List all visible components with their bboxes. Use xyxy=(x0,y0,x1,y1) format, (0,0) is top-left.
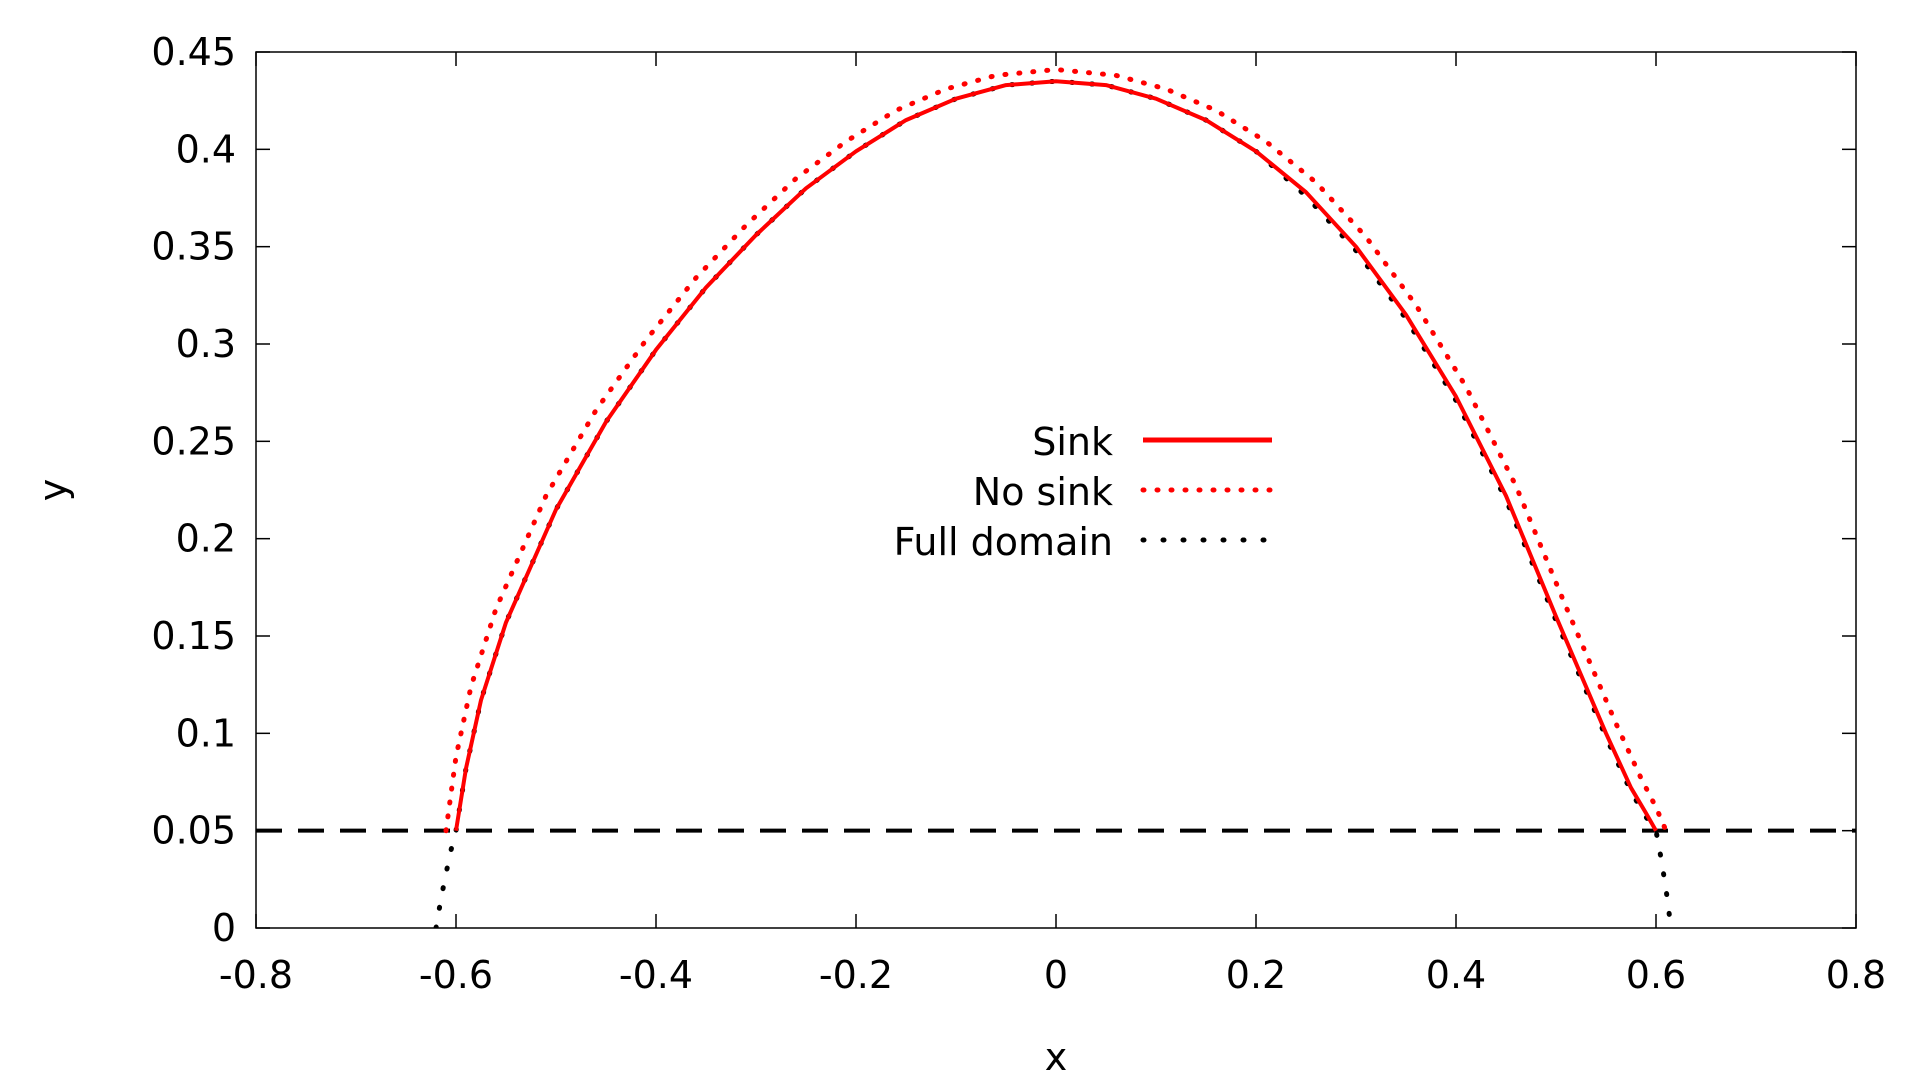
legend-label-sink: Sink xyxy=(1032,420,1113,464)
ticks-layer: -0.8 -0.6 -0.4 -0.2 0 0.2 0.4 0.6 0.8 0 0.05 0.1 0.1… xyxy=(151,30,1886,997)
x-tick-label: -0.4 xyxy=(619,953,693,997)
series-line-sink xyxy=(454,79,1658,832)
x-tick-label: 0 xyxy=(1044,953,1068,997)
x-tick-label: 0.4 xyxy=(1426,953,1486,997)
x-tick-label: -0.2 xyxy=(819,953,893,997)
legend-label-full-domain: Full domain xyxy=(894,520,1113,564)
y-tick-label: 0.15 xyxy=(151,614,236,658)
y-tick-label: 0 xyxy=(212,906,236,950)
x-tick-label: 0.8 xyxy=(1826,953,1886,997)
x-tick-label: -0.8 xyxy=(219,953,293,997)
y-tick-label: 0.05 xyxy=(151,809,236,853)
series-line-no-sink xyxy=(443,67,1669,834)
x-tick-label: 0.2 xyxy=(1226,953,1286,997)
y-tick-label: 0.45 xyxy=(151,30,236,74)
legend-label-no-sink: No sink xyxy=(973,470,1113,514)
legend: Sink No sink Full domain xyxy=(894,420,1275,564)
x-tick-label: 0.6 xyxy=(1626,953,1686,997)
y-tick-label: 0.35 xyxy=(151,225,236,269)
series-layer xyxy=(256,67,1856,928)
y-axis-title: y xyxy=(31,479,75,502)
plot-frame xyxy=(255,51,1857,929)
y-tick-label: 0.4 xyxy=(176,127,236,171)
y-tick-label: 0.3 xyxy=(176,322,236,366)
y-tick-label: 0.25 xyxy=(151,419,236,463)
y-tick-label: 0.1 xyxy=(176,711,236,755)
x-axis-title: x xyxy=(1045,1035,1068,1079)
y-tick-label: 0.2 xyxy=(176,517,236,561)
x-tick-label: -0.6 xyxy=(419,953,493,997)
